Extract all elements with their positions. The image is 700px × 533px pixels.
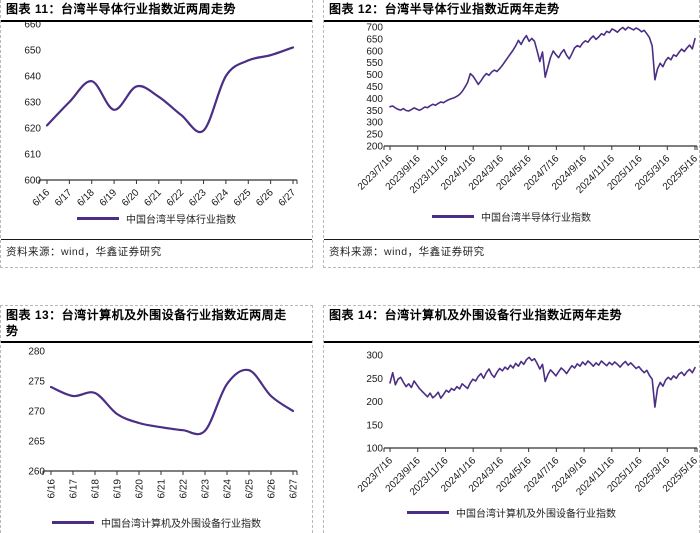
svg-text:400: 400 bbox=[366, 93, 383, 104]
svg-text:500: 500 bbox=[366, 70, 383, 81]
svg-text:630: 630 bbox=[24, 97, 41, 108]
spacer bbox=[1, 226, 312, 239]
svg-text:6/20: 6/20 bbox=[135, 479, 146, 499]
svg-text:450: 450 bbox=[366, 82, 383, 93]
legend-label: 中国台湾半导体行业指数 bbox=[481, 213, 591, 225]
panel-figure-13: 图表 13：台湾计算机及外围设备行业指数近两周走势 260 265 270 275 28… bbox=[0, 305, 313, 533]
svg-text:6/24: 6/24 bbox=[223, 479, 234, 499]
svg-text:650: 650 bbox=[24, 45, 41, 56]
svg-text:6/27: 6/27 bbox=[289, 479, 300, 499]
svg-text:100: 100 bbox=[366, 444, 383, 455]
svg-text:6/20: 6/20 bbox=[120, 187, 142, 209]
svg-text:200: 200 bbox=[366, 141, 383, 152]
svg-text:600: 600 bbox=[24, 175, 41, 186]
svg-text:300: 300 bbox=[366, 117, 383, 128]
svg-text:6/25: 6/25 bbox=[232, 187, 254, 209]
panel-figure-14: 图表 14：台湾计算机及外围设备行业指数近两年走势 100 150 200 250 30… bbox=[323, 305, 700, 533]
svg-text:6/27: 6/27 bbox=[277, 187, 299, 209]
svg-text:6/16: 6/16 bbox=[31, 187, 53, 209]
figure-13-title: 图表 13：台湾计算机及外围设备行业指数近两周走势 bbox=[1, 306, 312, 344]
figure-11-title: 图表 11：台湾半导体行业指数近两周走势 bbox=[1, 0, 312, 22]
figure-13-line-chart: 260 265 270 275 280 6/16 6/17 6/18 6/19 6/20 6/21 6… bbox=[28, 347, 300, 499]
svg-text:6/23: 6/23 bbox=[187, 187, 209, 209]
svg-text:6/17: 6/17 bbox=[69, 479, 80, 499]
svg-text:6/19: 6/19 bbox=[98, 187, 120, 209]
figure-14-line-chart: 1001502002503002023/7/162023/9/162023/11… bbox=[356, 351, 699, 498]
legend-label: 中国台湾计算机及外围设备行业指数 bbox=[101, 518, 261, 530]
legend-line-sample bbox=[52, 520, 94, 524]
svg-text:6/16: 6/16 bbox=[47, 479, 58, 499]
panel-figure-11: 图表 11：台湾半导体行业指数近两周走势 600 610 620 630 640 650 6… bbox=[0, 0, 313, 268]
svg-text:640: 640 bbox=[24, 71, 41, 82]
svg-text:6/26: 6/26 bbox=[254, 187, 276, 209]
svg-text:6/23: 6/23 bbox=[201, 479, 212, 499]
svg-text:265: 265 bbox=[28, 437, 45, 448]
svg-text:260: 260 bbox=[28, 467, 45, 478]
svg-text:650: 650 bbox=[366, 34, 383, 45]
svg-text:6/21: 6/21 bbox=[142, 187, 164, 209]
figure-row-top: 图表 11：台湾半导体行业指数近两周走势 600 610 620 630 640 650 6… bbox=[0, 0, 700, 268]
legend-line-sample bbox=[432, 215, 474, 219]
figure-11-legend: 中国台湾半导体行业指数 bbox=[1, 212, 312, 226]
svg-text:6/24: 6/24 bbox=[209, 187, 231, 209]
svg-text:300: 300 bbox=[366, 351, 383, 362]
svg-text:200: 200 bbox=[366, 397, 383, 408]
legend-line-sample bbox=[77, 217, 119, 221]
spacer bbox=[324, 224, 699, 239]
svg-text:620: 620 bbox=[24, 123, 41, 134]
legend-line-sample bbox=[407, 510, 449, 514]
svg-text:6/26: 6/26 bbox=[267, 479, 278, 499]
figure-12-source-note: 资料来源：wind，华鑫证券研究 bbox=[324, 239, 699, 267]
svg-text:6/22: 6/22 bbox=[165, 187, 187, 209]
legend-label: 中国台湾计算机及外围设备行业指数 bbox=[456, 508, 616, 520]
figure-12-title: 图表 12：台湾半导体行业指数近两年走势 bbox=[324, 0, 699, 22]
svg-text:350: 350 bbox=[366, 105, 383, 116]
svg-text:6/18: 6/18 bbox=[91, 479, 102, 499]
svg-text:250: 250 bbox=[366, 374, 383, 385]
legend-label: 中国台湾半导体行业指数 bbox=[126, 215, 236, 227]
svg-text:660: 660 bbox=[24, 22, 41, 31]
svg-text:700: 700 bbox=[366, 22, 383, 33]
svg-text:6/22: 6/22 bbox=[179, 479, 190, 499]
svg-text:6/21: 6/21 bbox=[157, 479, 168, 499]
svg-text:6/17: 6/17 bbox=[53, 187, 75, 209]
svg-text:250: 250 bbox=[366, 129, 383, 140]
svg-text:6/25: 6/25 bbox=[245, 479, 256, 499]
svg-text:600: 600 bbox=[366, 46, 383, 57]
figure-12-legend: 中国台湾半导体行业指数 bbox=[324, 210, 699, 224]
svg-text:270: 270 bbox=[28, 407, 45, 418]
svg-text:6/18: 6/18 bbox=[75, 187, 97, 209]
figure-row-bottom: 图表 13：台湾计算机及外围设备行业指数近两周走势 260 265 270 275 28… bbox=[0, 305, 700, 533]
figure-13-legend: 中国台湾计算机及外围设备行业指数 bbox=[1, 515, 312, 530]
panel-figure-12: 图表 12：台湾半导体行业指数近两年走势 200 250 300 350 400 450 5… bbox=[323, 0, 700, 268]
svg-text:150: 150 bbox=[366, 420, 383, 431]
svg-text:6/19: 6/19 bbox=[113, 479, 124, 499]
svg-text:610: 610 bbox=[24, 149, 41, 160]
figure-14-legend: 中国台湾计算机及外围设备行业指数 bbox=[324, 505, 699, 520]
figure-14-title: 图表 14：台湾计算机及外围设备行业指数近两年走势 bbox=[324, 306, 699, 343]
figure-11-source-note: 资料来源：wind，华鑫证券研究 bbox=[1, 239, 312, 267]
svg-text:280: 280 bbox=[28, 347, 45, 358]
svg-text:550: 550 bbox=[366, 58, 383, 69]
figure-12-line-chart: 2002503003504004505005506006507002023/7/… bbox=[356, 22, 699, 195]
svg-text:275: 275 bbox=[28, 377, 45, 388]
